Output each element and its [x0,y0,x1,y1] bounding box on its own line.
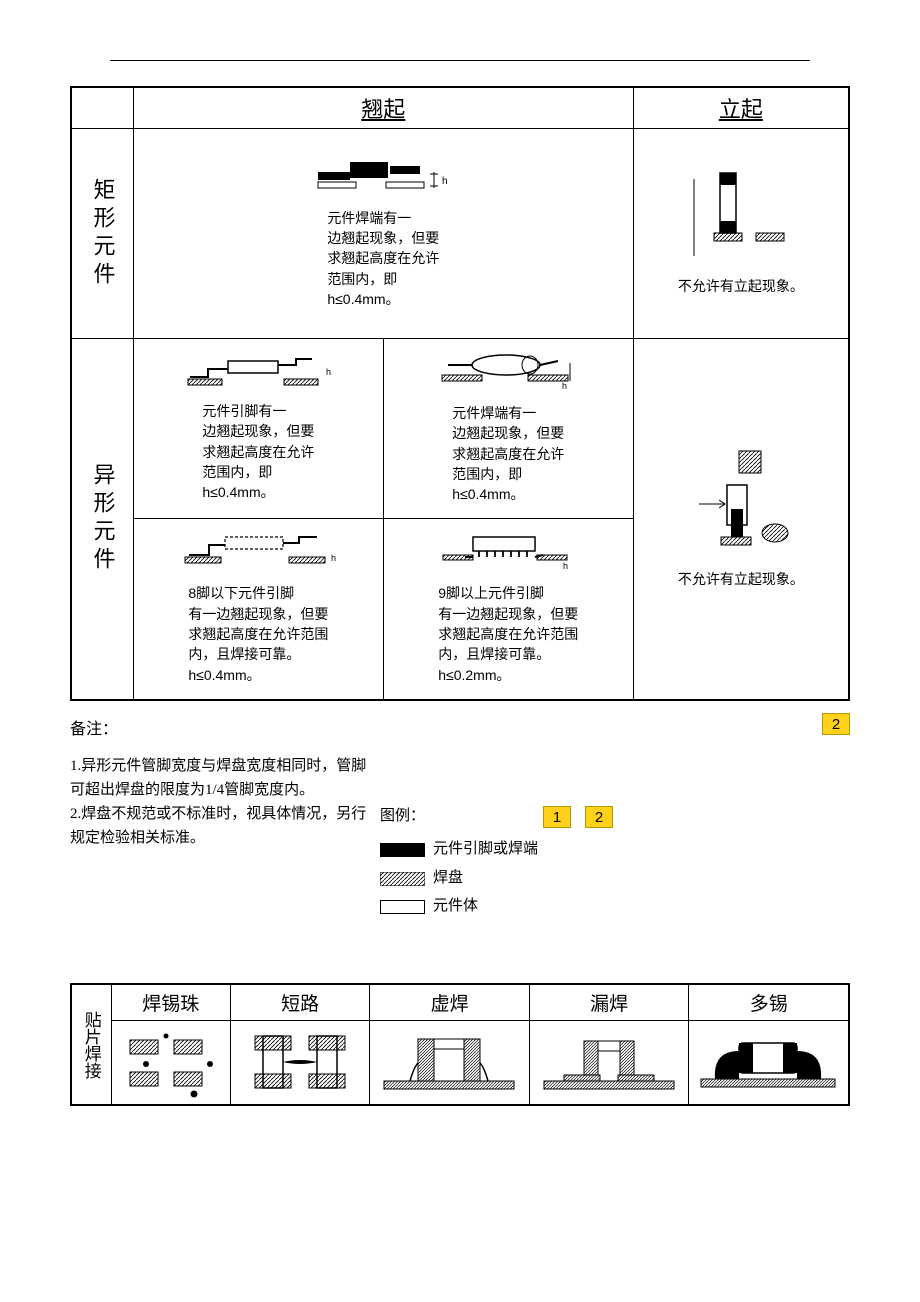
defect-table: 贴片焊接 焊锡珠 短路 虚焊 漏焊 多锡 [70,983,850,1107]
irr-a2-diagram: h [428,353,588,393]
irr-a1-text: 元件引脚有一 边翘起现象，但要 求翘起高度在允许 范围内，即 h≤0.4mm。 [202,401,314,502]
irr-b-cell: 不允许有立起现象。 [640,441,842,597]
defect-h3: 虚焊 [370,984,530,1021]
irr-a1-cell: h 元件引脚有一 边翘起现象，但要 求翘起高度在允许 范围内，即 h≤0.4mm… [140,347,377,510]
main-criteria-table: 翘起 立起 矩形元件 h [70,86,850,701]
legend-block: 图例： 1 2 元件引脚或焊端 焊盘 元件体 [370,754,850,923]
defect-diag-miss [534,1033,684,1093]
legend-item3: 元件体 [433,894,478,920]
defect-h5: 多锡 [689,984,849,1021]
row-label-irregular: 异形元件 [71,339,133,700]
irr-a3-cell: h 8脚以下元件引脚 有一边翘起现象，但要 求翘起高度在允许范围 内，且焊接可靠… [140,525,377,692]
svg-text:h: h [442,176,448,187]
irr-a4-cell: h 9脚以上元件引脚 有一边翘起现象，但要 求翘起高度在允许范围 内，且焊接可靠… [390,525,627,692]
note-1: 1.异形元件管脚宽度与焊盘宽度相同时，管脚可超出焊盘的限度为1/4管脚宽度内。 [70,758,366,798]
rect-qiaoqi-text: 元件焊端有一 边翘起现象，但要 求翘起高度在允许 范围内，即 h≤0.4mm。 [327,208,439,309]
rect-liqi-cell: 不允许有立起现象。 [640,163,842,304]
legend-item2: 焊盘 [433,866,463,892]
svg-text:h: h [562,381,567,391]
defect-diag-cold [374,1033,524,1093]
badge-1: 1 [543,806,571,828]
irr-a2-cell: h 元件焊端有一 边翘起现象，但要 求翘起高度在允许 范围内，即 h≤0.4mm… [390,345,627,512]
irr-a4-text: 9脚以上元件引脚 有一边翘起现象，但要 求翘起高度在允许范围 内，且焊接可靠。 … [438,583,578,684]
svg-text:h: h [331,553,336,563]
badge-2: 2 [585,806,613,828]
rect-lift-diagram: h [308,158,458,198]
irr-a2-text: 元件焊端有一 边翘起现象，但要 求翘起高度在允许 范围内，即 h≤0.4mm。 [452,403,564,504]
header-liqi: 立起 [633,87,849,129]
note-2: 2.焊盘不规范或不标准时，视具体情况，另行规定检验相关标准。 [70,806,366,846]
swatch-outline-icon [380,900,425,914]
irr-a3-text: 8脚以下元件引脚 有一边翘起现象，但要 求翘起高度在允许范围 内，且焊接可靠。 … [188,583,328,684]
irr-a1-diagram: h [178,355,338,391]
irr-b-diagram [681,449,801,559]
defect-diag-balls [116,1028,226,1098]
defect-h4: 漏焊 [529,984,689,1021]
notes-left-block: 1.异形元件管脚宽度与焊盘宽度相同时，管脚可超出焊盘的限度为1/4管脚宽度内。 … [70,754,370,923]
defect-diag-short [235,1028,365,1098]
swatch-solid-icon [380,843,425,857]
legend-item1: 元件引脚或焊端 [433,837,538,863]
badge-2-top: 2 [822,713,850,735]
defect-diag-excess [693,1033,843,1093]
svg-text:h: h [326,367,331,377]
header-qiaoqi: 翘起 [133,87,633,129]
rect-stand-diagram [686,171,796,266]
notes-title: 备注： [70,721,118,738]
irr-b-text: 不允许有立起现象。 [678,569,804,589]
defect-row-head: 贴片焊接 [71,984,111,1106]
swatch-hatch-icon [380,872,425,886]
irr-a3-diagram: h [173,533,343,573]
row-label-rect: 矩形元件 [71,129,133,339]
rect-qiaoqi-cell: h 元件焊端有一 边翘起现象，但要 求翘起高度在允许 范围内，即 h≤0.4mm… [140,150,627,317]
legend-title: 图例： [380,804,425,830]
rect-liqi-text: 不允许有立起现象。 [678,276,804,296]
defect-h2: 短路 [230,984,369,1021]
defect-h1: 焊锡珠 [111,984,230,1021]
svg-text:h: h [563,561,568,571]
irr-a4-diagram: h [423,533,593,573]
